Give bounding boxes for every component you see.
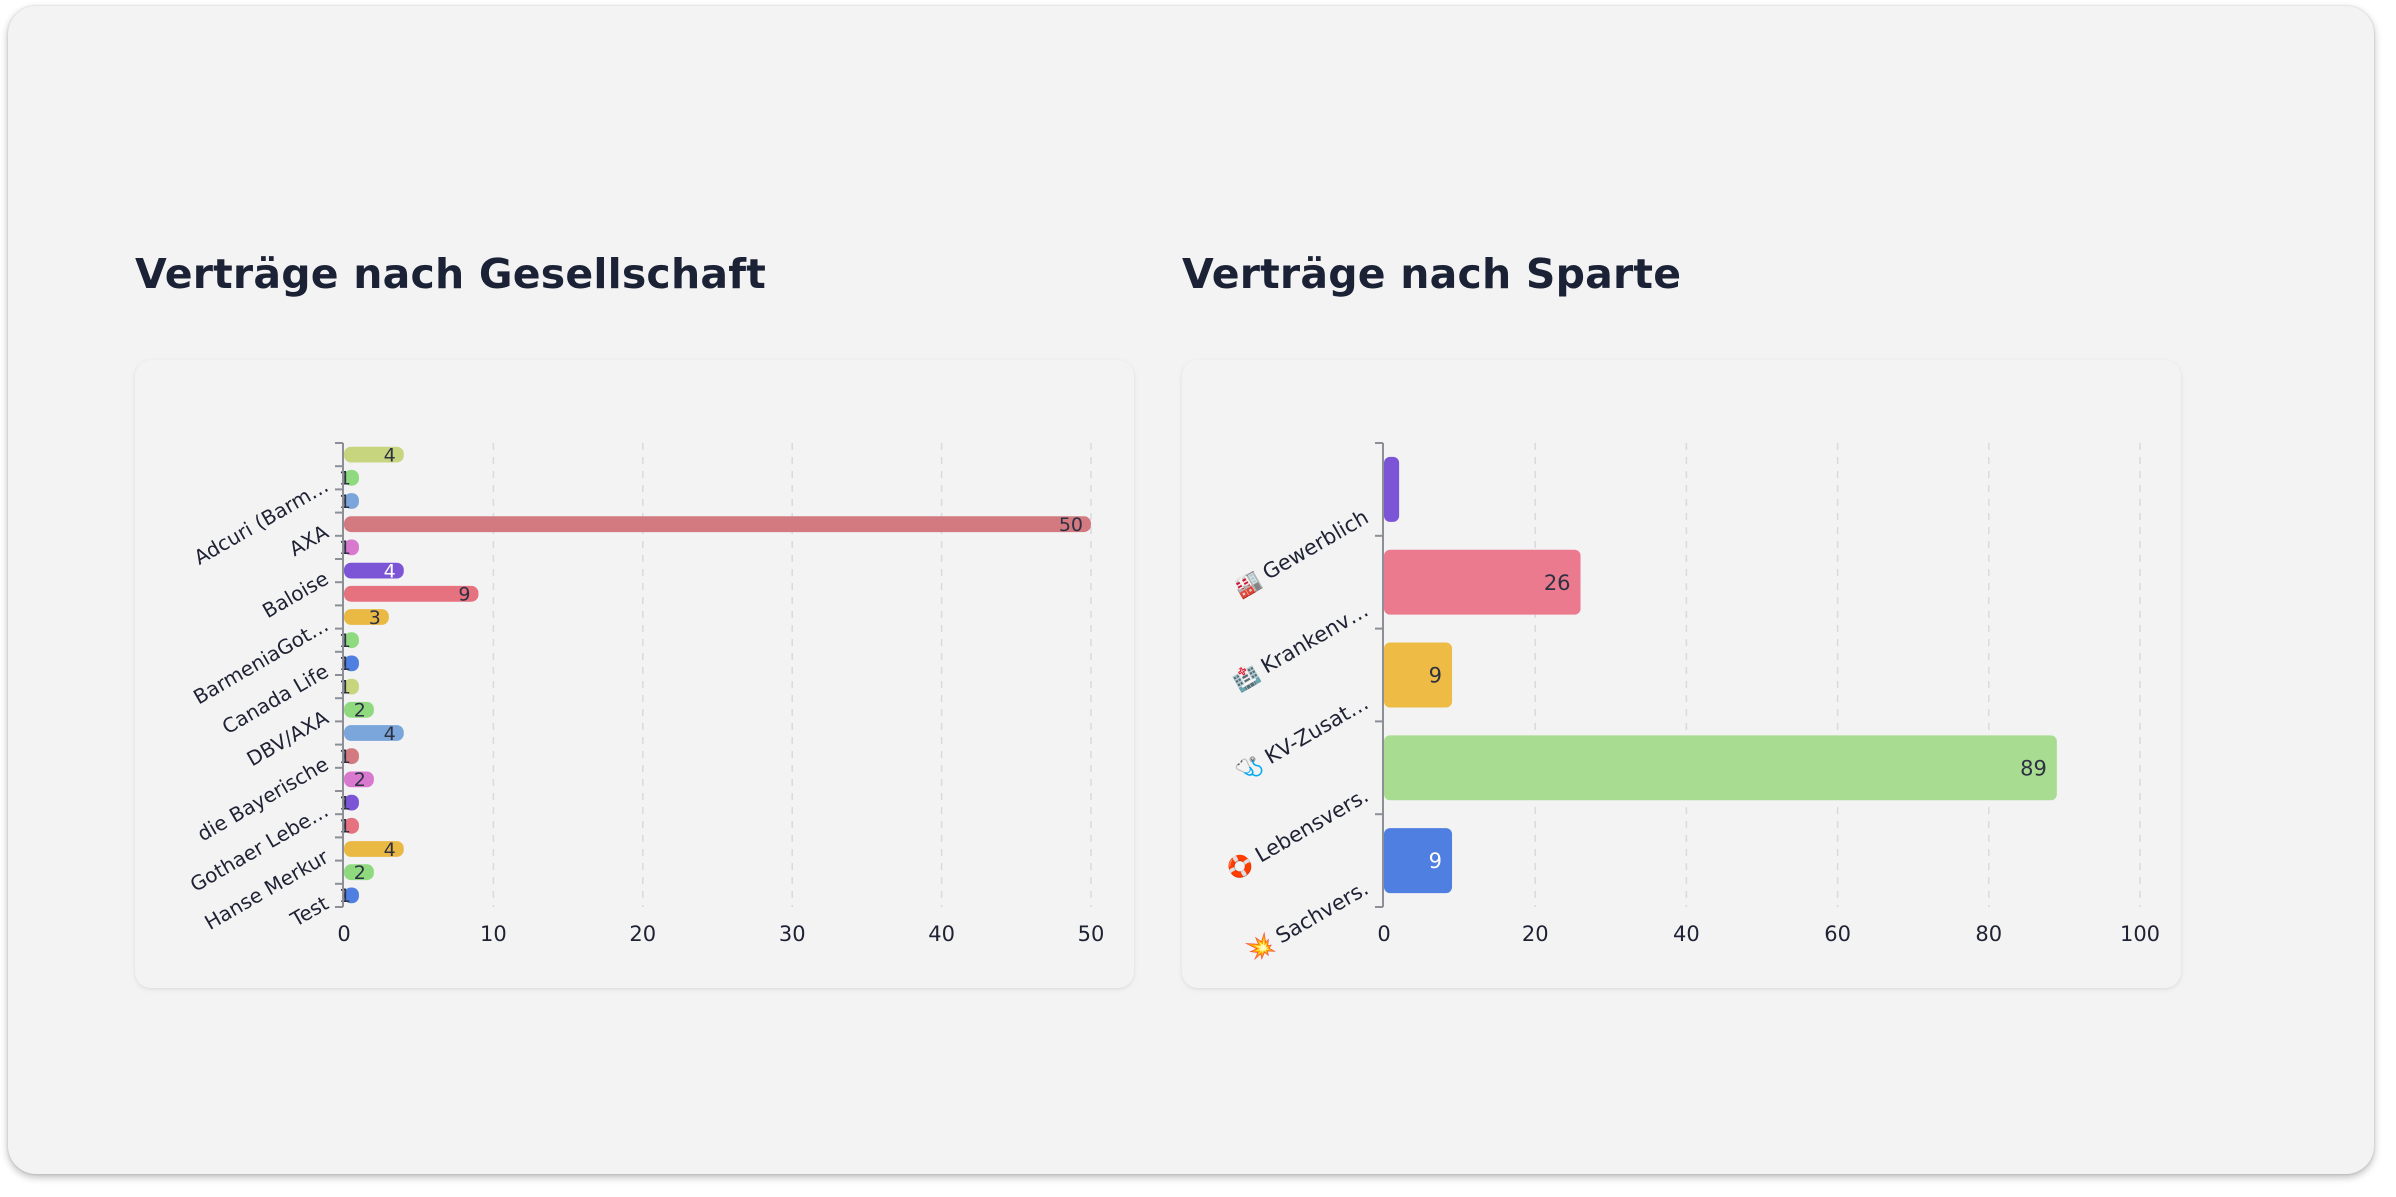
value-label: 4: [384, 560, 396, 582]
value-label: 2: [354, 700, 366, 722]
category-label: 🛟 Lebensvers.: [1222, 782, 1372, 883]
value-label: 4: [384, 444, 396, 466]
bar: [344, 701, 374, 718]
category-label: AXA: [285, 520, 333, 561]
bar: [1384, 642, 1453, 708]
bar: [344, 609, 389, 625]
company-chart-title: Verträge nach Gesellschaft: [135, 250, 767, 298]
bar: [344, 725, 404, 741]
x-tick-label: 0: [337, 922, 350, 946]
category-label: Adcuri (Barm…: [190, 473, 333, 569]
value-label: 9: [1429, 664, 1442, 688]
bar: [344, 841, 404, 857]
x-tick-label: 0: [1377, 922, 1390, 946]
bar: [344, 585, 479, 602]
bar: [344, 748, 359, 765]
bar: [344, 678, 359, 695]
value-label: 2: [354, 769, 366, 791]
bar: [344, 771, 374, 788]
bar: [344, 887, 359, 904]
value-label: 1: [339, 468, 351, 490]
x-tick-label: 30: [779, 922, 806, 946]
value-label: 1: [339, 676, 351, 698]
value-label: 3: [369, 607, 381, 629]
value-label: 9: [458, 584, 470, 606]
x-tick-label: 40: [1673, 922, 1700, 946]
category-label: 🏭 Gewerblich: [1230, 505, 1372, 601]
bar: [344, 562, 404, 579]
value-label: 50: [1059, 514, 1083, 536]
category-label: Test: [286, 891, 333, 932]
bar: [344, 469, 359, 486]
bar: [344, 446, 404, 463]
value-label: 2: [354, 862, 366, 884]
x-tick-label: 20: [629, 922, 656, 946]
category-label: 🩺 KV-Zusat…: [1232, 690, 1373, 786]
value-label: 1: [339, 537, 351, 559]
value-label: 1: [339, 653, 351, 675]
value-label: 1: [339, 746, 351, 768]
sparte-chart-card: 26 9 89 9 🏭 Gewerblich 🏥 Krankenv… 🩺 KV-Zusat……: [1182, 360, 2181, 988]
value-label: 4: [384, 839, 396, 861]
sparte-bar-chart: 26 9 89 9 🏭 Gewerblich🏥 Krankenv…🩺 KV-Zusat……: [1222, 442, 2160, 966]
category-label: 💥 Sachvers.: [1243, 875, 1373, 965]
value-label: 89: [2020, 756, 2047, 780]
value-label: 26: [1544, 571, 1571, 595]
bar: [1384, 828, 1453, 894]
value-label: 1: [339, 885, 351, 907]
bar: [344, 539, 359, 556]
value-label: 1: [339, 816, 351, 838]
x-tick-label: 50: [1078, 922, 1105, 946]
bar: [344, 794, 359, 811]
sparte-chart-title: Verträge nach Sparte: [1182, 250, 1682, 298]
bar: [1384, 735, 2057, 801]
bar: [1384, 549, 1581, 615]
value-label: 1: [339, 491, 351, 513]
bar: [344, 655, 359, 672]
bar: [344, 864, 374, 881]
bar: [344, 516, 1091, 533]
x-tick-label: 10: [480, 922, 507, 946]
bar: [344, 632, 359, 649]
x-tick-label: 60: [1824, 922, 1851, 946]
value-label: 4: [384, 723, 396, 745]
x-tick-label: 20: [1522, 922, 1549, 946]
x-tick-label: 80: [1975, 922, 2002, 946]
category-label: 🏥 Krankenv…: [1228, 597, 1373, 695]
bar: [1384, 456, 1400, 522]
x-tick-label: 40: [928, 922, 955, 946]
bar: [344, 493, 359, 509]
value-label: 9: [1429, 849, 1442, 873]
value-label: 1: [339, 792, 351, 814]
bar: [344, 817, 359, 834]
x-tick-label: 100: [2120, 922, 2160, 946]
company-chart-card: 4 1 1 50 1 4 9 3 1 1 1 2 4 1 2 1 1 4 2 1 Adcuri (Barm… AXA Bal…: [135, 360, 1134, 988]
value-label: 1: [339, 630, 351, 652]
